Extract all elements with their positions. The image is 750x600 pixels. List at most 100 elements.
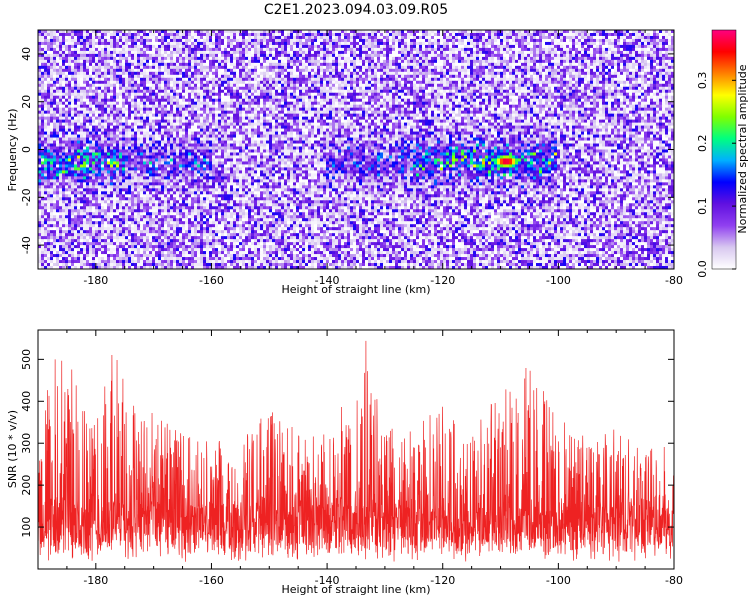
heatmap-cell [410,38,414,43]
heatmap-cell [293,86,297,91]
heatmap-cell [263,62,267,67]
heatmap-cell [599,89,603,94]
heatmap-cell [416,86,420,91]
heatmap-cell [632,77,636,82]
heatmap-cell [50,56,54,61]
heatmap-cell [398,53,402,58]
heatmap-cell [413,41,417,46]
heatmap-cell [503,38,507,43]
heatmap-cell [545,41,549,46]
heatmap-cell [518,56,522,61]
heatmap-cell [140,86,144,91]
heatmap-cell [341,32,345,37]
heatmap-cell [398,65,402,70]
heatmap-cell [164,92,168,97]
heatmap-cell [554,80,558,85]
heatmap-cell [107,77,111,82]
heatmap-cell [398,71,402,76]
heatmap-cell [533,56,537,61]
heatmap-cell [650,41,654,46]
heatmap-cell [266,65,270,70]
heatmap-cell [164,83,168,88]
heatmap-cell [269,38,273,43]
heatmap-cell [47,30,51,34]
heatmap-cell [638,35,642,40]
heatmap-cell [152,77,156,82]
heatmap-cell [374,95,378,100]
heatmap-cell [419,41,423,46]
heatmap-cell [209,98,213,103]
heatmap-cell [287,35,291,40]
heatmap-cell [554,41,558,46]
heatmap-cell [80,50,84,55]
heatmap-cell [74,71,78,76]
heatmap-cell [137,47,141,52]
heatmap-cell [650,53,654,58]
heatmap-cell [203,44,207,49]
heatmap-cell [278,71,282,76]
heatmap-cell [221,83,225,88]
heatmap-cell [350,83,354,88]
heatmap-cell [224,47,228,52]
heatmap-cell [83,98,87,103]
heatmap-cell [287,53,291,58]
heatmap-cell [260,44,264,49]
heatmap-cell [278,83,282,88]
heatmap-cell [233,86,237,91]
heatmap-cell [653,74,657,79]
heatmap-cell [278,41,282,46]
heatmap-cell [482,32,486,37]
heatmap-cell [464,44,468,49]
heatmap-cell [68,98,72,103]
heatmap-cell [53,89,57,94]
heatmap-cell [113,53,117,58]
heatmap-cell [659,92,663,97]
heatmap-cell [620,95,624,100]
heatmap-cell [188,47,192,52]
heatmap-cell [521,77,525,82]
heatmap-cell [272,59,276,64]
heatmap-cell [557,83,561,88]
heatmap-cell [491,30,495,34]
heatmap-cell [296,71,300,76]
heatmap-cell [551,44,555,49]
heatmap-cell [83,68,87,73]
heatmap-cell [608,32,612,37]
heatmap-cell [665,53,669,58]
heatmap-cell [113,32,117,37]
heatmap-cell [341,71,345,76]
heatmap-cell [488,35,492,40]
heatmap-cell [581,59,585,64]
heatmap-cell [107,92,111,97]
heatmap-cell [212,35,216,40]
heatmap-cell [68,89,72,94]
heatmap-cell [332,83,336,88]
heatmap-cell [209,41,213,46]
heatmap-cell [65,80,69,85]
heatmap-cell [482,89,486,94]
heatmap-cell [101,35,105,40]
heatmap-cell [161,80,165,85]
heatmap-cell [137,65,141,70]
heatmap-cell [443,30,447,34]
heatmap-cell [152,47,156,52]
heatmap-cell [296,74,300,79]
heatmap-cell [170,56,174,61]
heatmap-cell [644,50,648,55]
heatmap-cell [275,44,279,49]
heatmap-cell [293,38,297,43]
heatmap-cell [566,50,570,55]
heatmap-cell [188,65,192,70]
heatmap-cell [458,50,462,55]
heatmap-cell [272,86,276,91]
heatmap-cell [71,62,75,67]
heatmap-cell [320,30,324,34]
heatmap-cell [575,89,579,94]
heatmap-cell [341,44,345,49]
heatmap-cell [38,83,42,88]
heatmap-cell [290,30,294,34]
heatmap-cell [614,83,618,88]
heatmap-cell [497,30,501,34]
heatmap-cell [89,59,93,64]
heatmap-cell [203,98,207,103]
